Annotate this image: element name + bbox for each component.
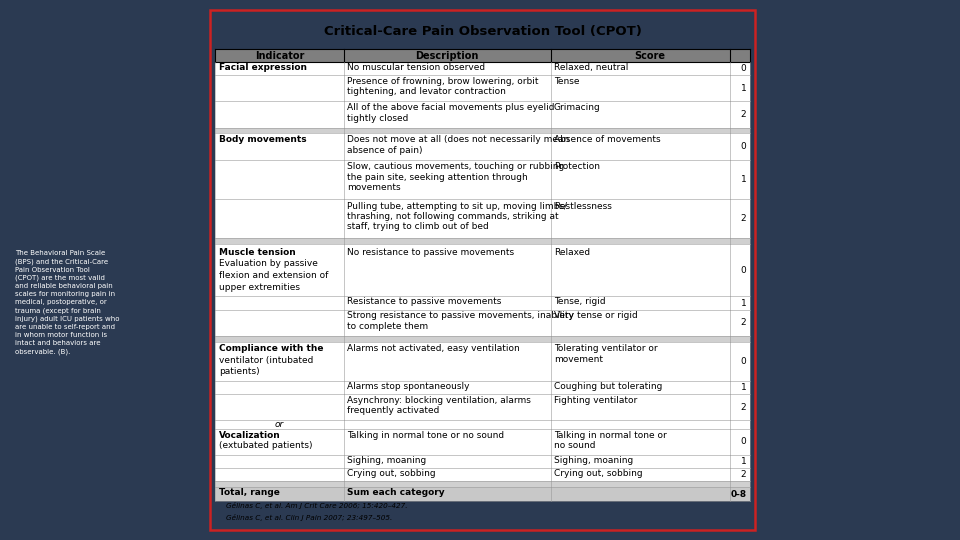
Text: 0: 0 xyxy=(740,64,746,73)
Text: patients): patients) xyxy=(219,367,259,376)
Text: 2: 2 xyxy=(741,470,746,479)
Text: Relaxed, neutral: Relaxed, neutral xyxy=(554,63,628,72)
Text: Strong resistance to passive movements, inability
to complete them: Strong resistance to passive movements, … xyxy=(347,312,574,331)
Text: 0: 0 xyxy=(740,142,746,151)
Bar xyxy=(215,49,750,62)
Text: Resistance to passive movements: Resistance to passive movements xyxy=(347,298,501,306)
Text: Presence of frowning, brow lowering, orbit
tightening, and levator contraction: Presence of frowning, brow lowering, orb… xyxy=(347,77,539,97)
Text: 1: 1 xyxy=(740,84,746,93)
Bar xyxy=(215,394,750,420)
Text: The Behavioral Pain Scale
(BPS) and the Critical-Care
Pain Observation Tool
(CPO: The Behavioral Pain Scale (BPS) and the … xyxy=(14,250,119,355)
Text: 0: 0 xyxy=(740,437,746,447)
Text: Pulling tube, attempting to sit up, moving limbs/
thrashing, not following comma: Pulling tube, attempting to sit up, movi… xyxy=(347,201,566,232)
Bar xyxy=(215,481,750,487)
Text: Compliance with the: Compliance with the xyxy=(219,345,324,353)
Text: Critical-Care Pain Observation Tool (CPOT): Critical-Care Pain Observation Tool (CPO… xyxy=(324,24,641,38)
Text: Fighting ventilator: Fighting ventilator xyxy=(554,396,637,405)
Text: Gélinas C, et al. Clin J Pain 2007; 23:497–505.: Gélinas C, et al. Clin J Pain 2007; 23:4… xyxy=(227,514,393,521)
Bar xyxy=(215,62,750,75)
Bar xyxy=(215,127,750,133)
Text: or: or xyxy=(275,420,284,429)
Bar xyxy=(215,133,750,160)
Text: Talking in normal tone or
no sound: Talking in normal tone or no sound xyxy=(554,430,666,450)
Text: Coughing but tolerating: Coughing but tolerating xyxy=(554,382,662,391)
Bar xyxy=(215,487,750,502)
Text: 1: 1 xyxy=(740,175,746,184)
Bar xyxy=(215,199,750,238)
Text: Crying out, sobbing: Crying out, sobbing xyxy=(347,469,436,478)
Text: 2: 2 xyxy=(741,214,746,223)
Text: 0: 0 xyxy=(740,357,746,366)
Text: Crying out, sobbing: Crying out, sobbing xyxy=(554,469,642,478)
Text: Very tense or rigid: Very tense or rigid xyxy=(554,312,637,320)
Text: 1: 1 xyxy=(740,299,746,307)
Text: 2: 2 xyxy=(741,110,746,119)
Text: 2: 2 xyxy=(741,318,746,327)
Text: Grimacing: Grimacing xyxy=(554,103,601,112)
Text: Alarms stop spontaneously: Alarms stop spontaneously xyxy=(347,382,469,391)
Text: Absence of movements: Absence of movements xyxy=(554,136,660,144)
Text: (extubated patients): (extubated patients) xyxy=(219,441,312,450)
Bar xyxy=(215,455,750,468)
Text: Restlessness: Restlessness xyxy=(554,201,612,211)
Text: Relaxed: Relaxed xyxy=(554,248,590,256)
Text: Muscle tension: Muscle tension xyxy=(219,248,296,256)
Bar xyxy=(215,244,750,296)
Text: flexion and extension of: flexion and extension of xyxy=(219,271,328,280)
Bar xyxy=(215,342,750,381)
Bar xyxy=(215,75,750,102)
Text: Alarms not activated, easy ventilation: Alarms not activated, easy ventilation xyxy=(347,345,519,353)
Text: Indicator: Indicator xyxy=(254,51,304,60)
Bar xyxy=(215,160,750,199)
Text: Body movements: Body movements xyxy=(219,136,306,144)
Bar xyxy=(215,420,750,429)
Bar xyxy=(215,336,750,342)
Text: Tense, rigid: Tense, rigid xyxy=(554,298,606,306)
Text: Sighing, moaning: Sighing, moaning xyxy=(554,456,634,465)
Text: No resistance to passive movements: No resistance to passive movements xyxy=(347,248,514,256)
Text: Gélinas C, et al. Am J Crit Care 2006; 15:420–427.: Gélinas C, et al. Am J Crit Care 2006; 1… xyxy=(227,502,408,509)
Bar xyxy=(215,429,750,455)
Text: Sum each category: Sum each category xyxy=(347,488,444,497)
Bar xyxy=(215,296,750,309)
Text: Description: Description xyxy=(416,51,479,60)
Text: Vocalization: Vocalization xyxy=(219,430,280,440)
Text: Does not move at all (does not necessarily mean
absence of pain): Does not move at all (does not necessari… xyxy=(347,136,569,154)
Bar xyxy=(215,309,750,336)
Bar xyxy=(215,238,750,244)
Text: Sighing, moaning: Sighing, moaning xyxy=(347,456,426,465)
Text: 0: 0 xyxy=(740,266,746,275)
Text: No muscular tension observed: No muscular tension observed xyxy=(347,63,485,72)
Bar xyxy=(215,468,750,481)
Text: 2: 2 xyxy=(741,403,746,411)
Text: Asynchrony: blocking ventilation, alarms
frequently activated: Asynchrony: blocking ventilation, alarms… xyxy=(347,396,531,415)
Bar xyxy=(215,102,750,127)
Text: Evaluation by passive: Evaluation by passive xyxy=(219,259,318,268)
Text: Score: Score xyxy=(635,51,665,60)
Text: Tolerating ventilator or
movement: Tolerating ventilator or movement xyxy=(554,345,658,364)
Text: Protection: Protection xyxy=(554,163,600,171)
Text: Talking in normal tone or no sound: Talking in normal tone or no sound xyxy=(347,430,504,440)
Text: All of the above facial movements plus eyelid
tightly closed: All of the above facial movements plus e… xyxy=(347,103,554,123)
Text: upper extremities: upper extremities xyxy=(219,282,300,292)
Text: ventilator (intubated: ventilator (intubated xyxy=(219,356,313,364)
Text: Facial expression: Facial expression xyxy=(219,63,307,72)
Text: 1: 1 xyxy=(740,457,746,466)
Text: Tense: Tense xyxy=(554,77,580,86)
Text: Total, range: Total, range xyxy=(219,488,279,497)
Text: 1: 1 xyxy=(740,383,746,392)
Bar xyxy=(215,381,750,394)
Text: 0-8: 0-8 xyxy=(731,490,746,499)
Text: Slow, cautious movements, touching or rubbing
the pain site, seeking attention t: Slow, cautious movements, touching or ru… xyxy=(347,163,564,192)
